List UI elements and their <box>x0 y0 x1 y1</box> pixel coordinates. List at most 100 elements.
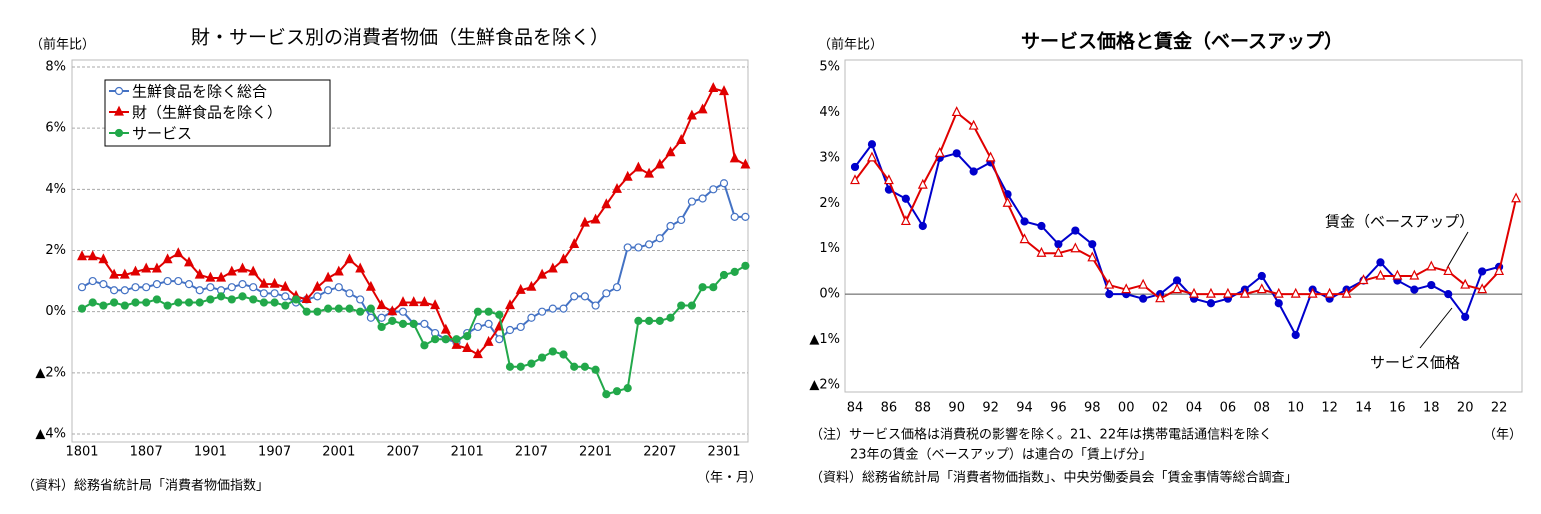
point <box>591 301 600 310</box>
point <box>280 280 291 291</box>
x-tick-label: 14 <box>1355 401 1372 416</box>
point <box>709 185 718 194</box>
point <box>313 307 322 316</box>
point <box>151 262 162 273</box>
point <box>98 253 109 264</box>
point <box>1104 278 1115 289</box>
point <box>206 283 215 292</box>
point <box>324 286 333 295</box>
point <box>591 365 600 374</box>
x-tick-label: 2101 <box>451 445 484 460</box>
point <box>120 286 129 295</box>
point <box>119 268 130 279</box>
chart-title: 財・サービス別の消費者物価（生鮮食品を除く） <box>191 27 609 49</box>
point <box>1172 276 1182 285</box>
x-tick-label: 06 <box>1220 401 1237 416</box>
point <box>558 253 569 264</box>
point <box>163 276 172 286</box>
point <box>1189 287 1199 298</box>
point <box>866 151 877 162</box>
point <box>1341 287 1352 298</box>
point <box>883 174 894 185</box>
x-tick-label: 88 <box>915 401 932 416</box>
point <box>484 307 493 316</box>
point <box>951 106 962 117</box>
point <box>462 342 473 352</box>
point <box>1494 265 1505 276</box>
point <box>77 283 87 292</box>
point <box>569 238 580 248</box>
point <box>408 296 419 307</box>
y-unit-label: （前年比） <box>30 37 95 53</box>
point <box>1205 287 1216 298</box>
point <box>622 170 633 181</box>
point <box>676 134 687 144</box>
plot-area <box>844 59 1523 393</box>
point <box>109 298 119 307</box>
leader-line <box>1419 307 1453 349</box>
point <box>934 146 945 157</box>
point <box>440 323 451 334</box>
point <box>1053 246 1064 257</box>
legend-marker <box>114 105 124 116</box>
point <box>515 283 526 294</box>
point <box>131 283 140 292</box>
point <box>687 301 697 310</box>
point <box>109 268 120 279</box>
point <box>505 299 515 310</box>
point <box>537 307 547 316</box>
y-unit-label: （前年比） <box>818 37 883 53</box>
point <box>917 178 928 189</box>
x-tick-label: 84 <box>847 401 864 416</box>
x-tick-label: 10 <box>1287 401 1304 416</box>
y-tick-label: ▲1% <box>809 332 840 347</box>
point <box>323 271 334 282</box>
point <box>366 313 375 322</box>
point <box>623 384 632 393</box>
point <box>1139 294 1148 303</box>
point <box>184 256 194 267</box>
point <box>441 335 450 344</box>
point <box>1273 287 1284 298</box>
x-unit-label: （年・月） <box>697 471 762 486</box>
point <box>559 304 568 313</box>
point <box>1358 274 1369 285</box>
point <box>537 268 548 279</box>
point <box>366 304 375 313</box>
point <box>259 289 268 298</box>
y-tick-label: 5% <box>819 60 840 75</box>
point <box>1376 258 1385 267</box>
point <box>452 335 461 344</box>
x-tick-label: 1907 <box>258 445 291 460</box>
point <box>1392 269 1403 280</box>
series-label: サービス価格 <box>1370 354 1460 372</box>
point <box>88 298 97 307</box>
point <box>173 247 184 258</box>
x-tick-label: 2001 <box>322 445 355 460</box>
point <box>87 250 98 261</box>
point <box>526 280 537 291</box>
point <box>570 292 579 301</box>
point <box>1121 283 1132 294</box>
point <box>324 304 333 313</box>
x-tick-label: 94 <box>1016 401 1033 416</box>
point <box>194 268 205 279</box>
point <box>570 362 579 371</box>
point <box>334 304 343 313</box>
point <box>1460 278 1471 289</box>
series-label: 賃金（ベースアップ） <box>1325 213 1474 231</box>
point <box>356 295 365 304</box>
legend-label: 生鮮食品を除く総合 <box>132 83 267 101</box>
point <box>548 347 557 356</box>
point <box>77 304 87 313</box>
y-tick-label: ▲4% <box>35 427 66 442</box>
point <box>686 109 697 120</box>
x-tick-label: 22 <box>1491 401 1508 416</box>
point <box>1427 280 1436 290</box>
point <box>559 350 568 359</box>
point <box>729 152 740 163</box>
point <box>238 280 247 289</box>
legend-label: 財（生鮮食品を除く） <box>132 104 282 122</box>
y-tick-label: 0% <box>819 287 840 302</box>
x-tick-label: 2007 <box>386 445 419 460</box>
